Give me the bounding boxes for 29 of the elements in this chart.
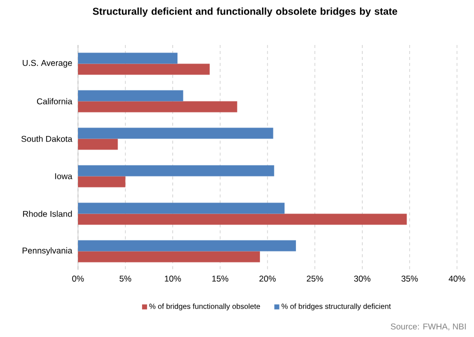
- y-tick-label: Iowa: [55, 173, 72, 180]
- bar: [78, 165, 274, 176]
- y-tick-label: California: [37, 98, 72, 104]
- x-tick-label: 35%: [401, 276, 418, 282]
- bar: [78, 176, 126, 188]
- x-tick-label: 40%: [448, 276, 466, 282]
- x-tick-label: 10%: [164, 276, 181, 282]
- y-tick-label: Pennsylvania: [22, 247, 72, 256]
- x-tick-label: 0%: [72, 276, 84, 282]
- bar: [78, 90, 184, 102]
- y-tick-label: South Dakota: [21, 136, 72, 142]
- y-tick-label: Rhode Island: [23, 210, 72, 217]
- bar: [78, 64, 210, 75]
- bar: [78, 101, 238, 112]
- chart-title: Structurally deficient and functionally obsolete bridges by state: [92, 8, 398, 17]
- source-note: Source: FWHA, NBI: [390, 323, 466, 330]
- bar: [78, 214, 407, 225]
- x-tick-label: 25%: [306, 276, 324, 282]
- bar: [78, 251, 260, 262]
- bar: [78, 240, 296, 252]
- x-tick-label: 15%: [212, 276, 228, 282]
- x-tick-label: 20%: [259, 276, 276, 282]
- y-tick-label: U.S. Average: [22, 60, 72, 68]
- x-tick-label: 30%: [354, 276, 370, 282]
- bar: [78, 52, 178, 64]
- x-tick-label: 5%: [120, 276, 132, 282]
- bar: [78, 202, 285, 214]
- bar: [78, 138, 118, 150]
- bar: [78, 128, 274, 139]
